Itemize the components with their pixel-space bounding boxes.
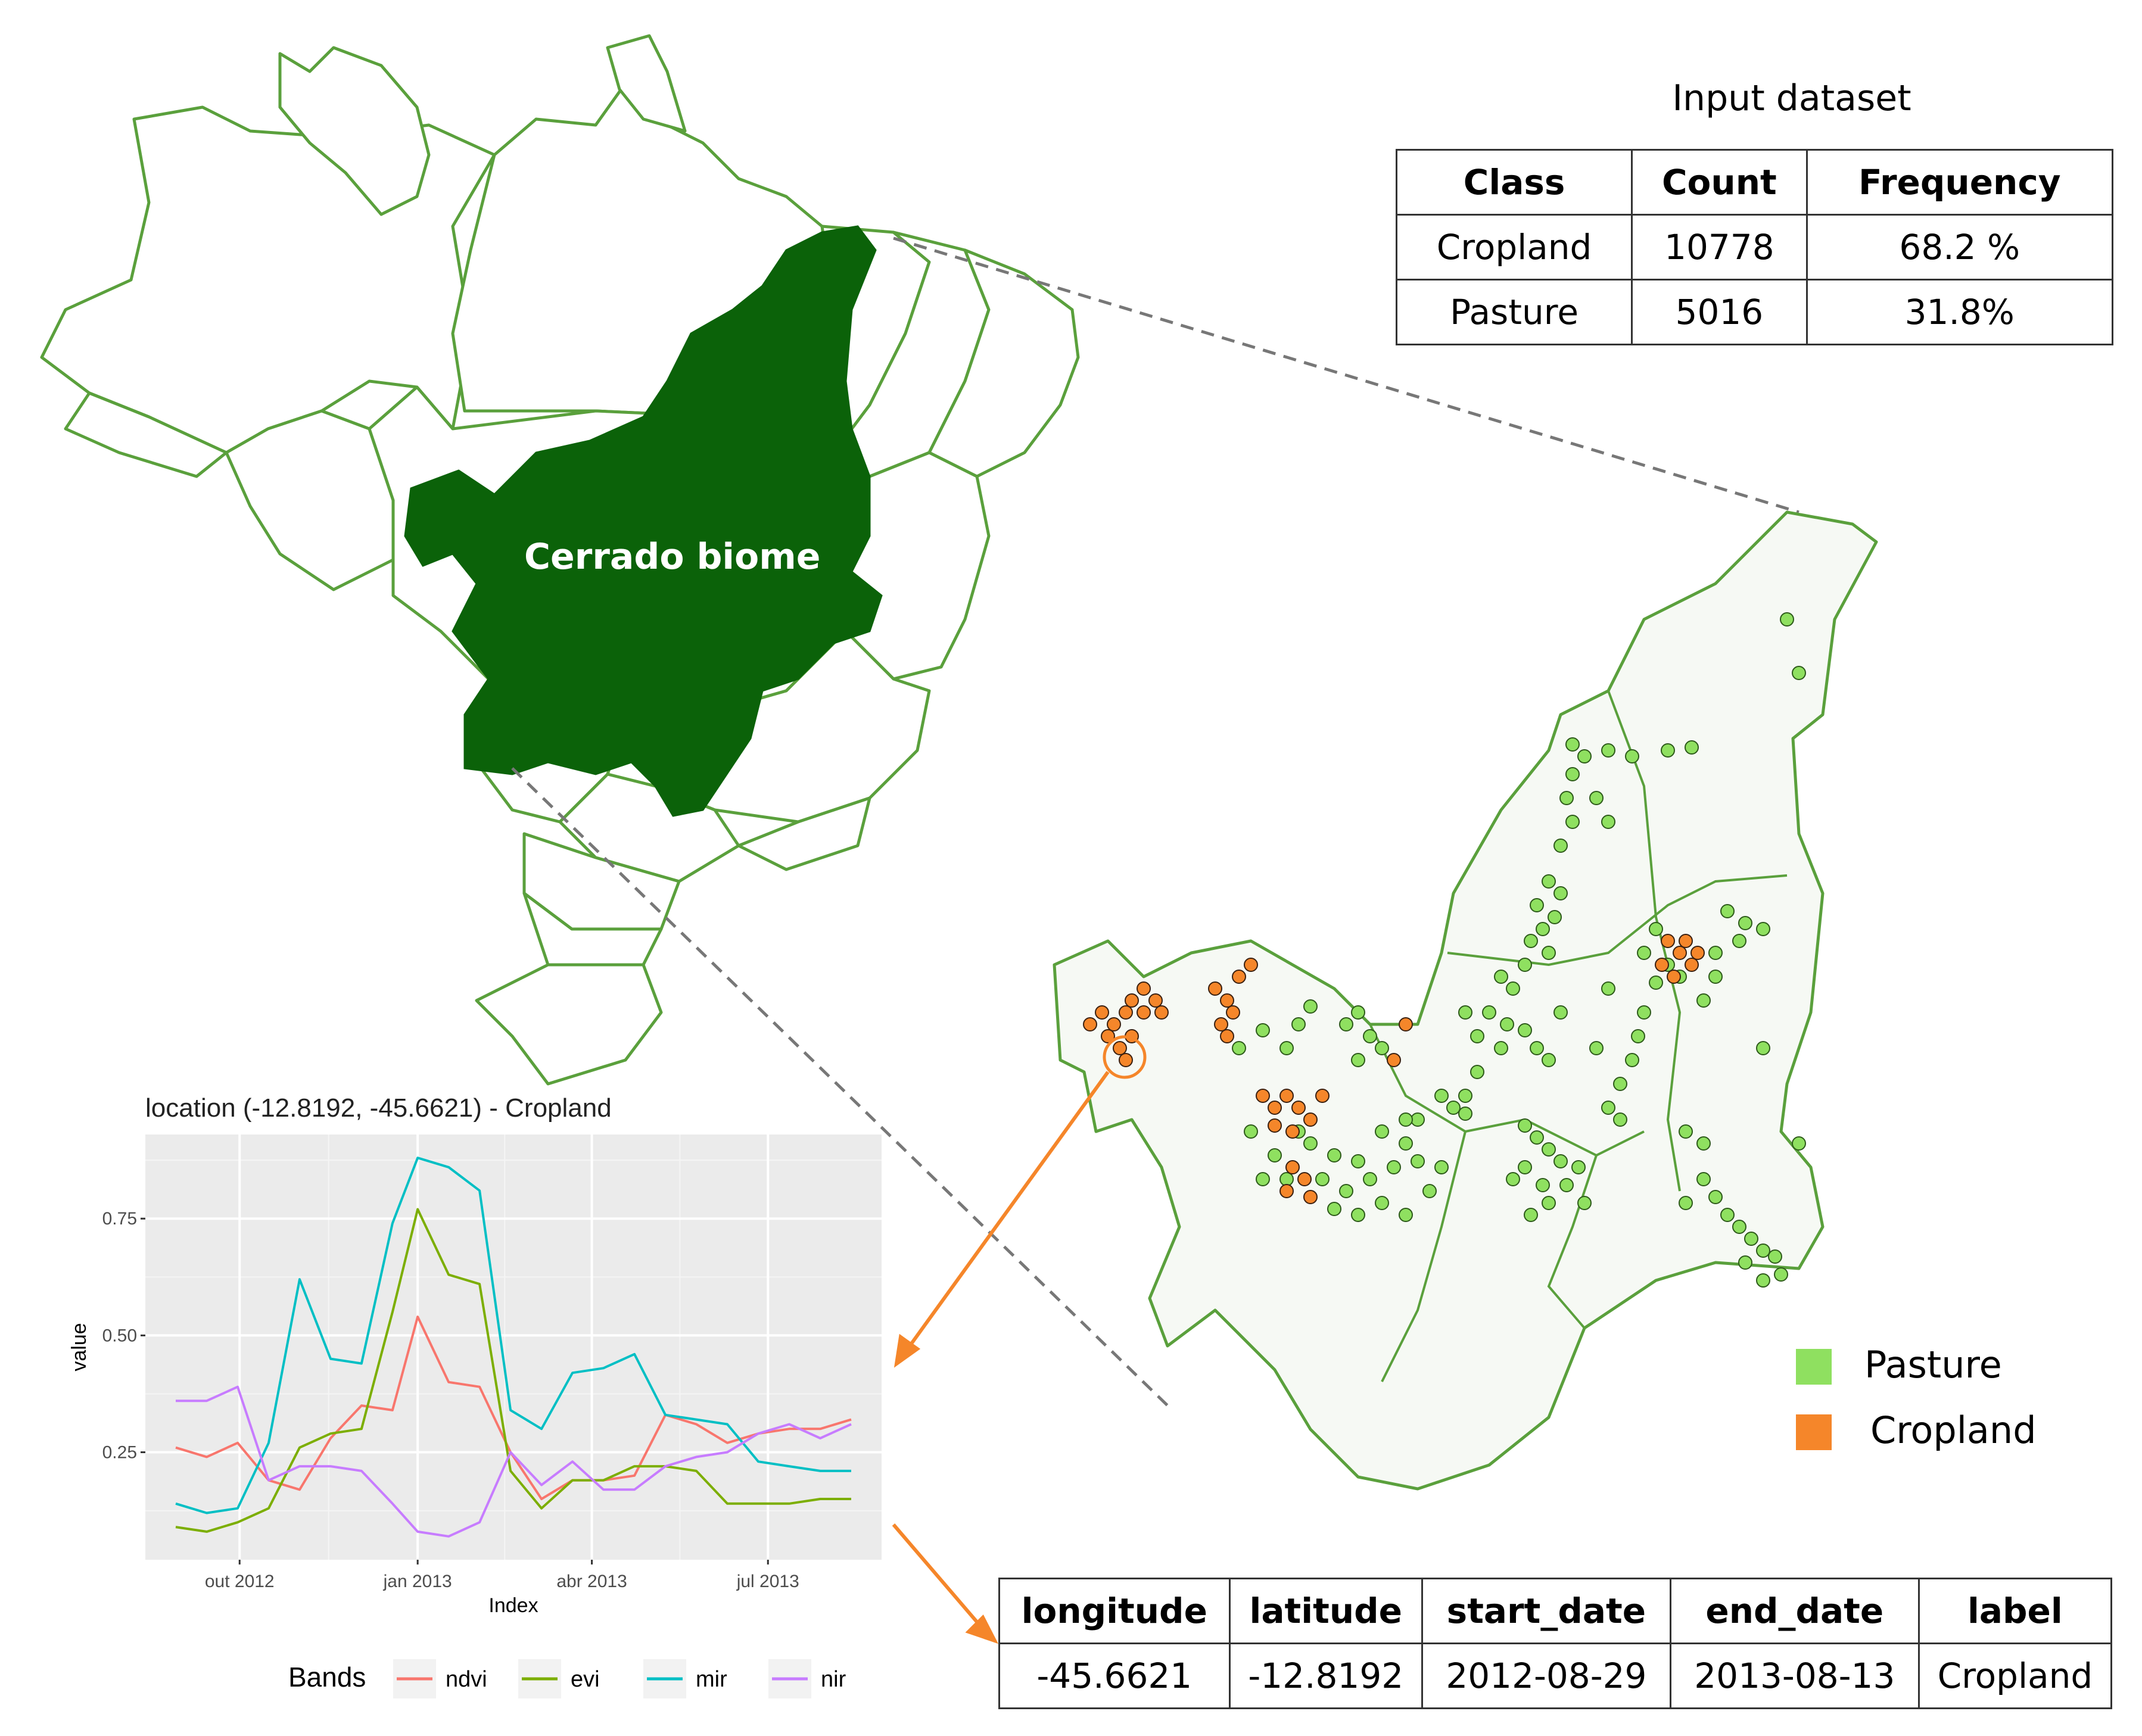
cell-longitude: -45.6621: [998, 1643, 1231, 1709]
biome-label: Cerrado biome: [524, 536, 821, 578]
header-latitude: latitude: [1228, 1578, 1423, 1644]
cell-end-date: 2013-08-13: [1669, 1643, 1920, 1709]
header-count: Count: [1631, 149, 1808, 216]
header-longitude: longitude: [998, 1578, 1231, 1644]
cell-frequency: 68.2 %: [1805, 214, 2114, 280]
legend-swatch-cropland: [1796, 1414, 1832, 1450]
input-dataset-table: Class Count Frequency Cropland 10778 68.…: [1395, 149, 2114, 345]
state-rio-grande-sul: [475, 963, 663, 1086]
zoomed-cerrado-outline: [1053, 510, 1878, 1491]
state-roraima: [278, 46, 431, 216]
cerrado-biome-shape: [404, 225, 883, 817]
cropland-points: [1083, 934, 1705, 1204]
cell-label: Cropland: [1917, 1643, 2113, 1709]
table-row: -45.6621 -12.8192 2012-08-29 2013-08-13 …: [998, 1643, 2113, 1709]
state-rondonia: [225, 409, 395, 591]
cell-frequency: 31.8%: [1805, 279, 2114, 345]
header-frequency: Frequency: [1805, 149, 2114, 216]
state-santa-catarina: [522, 892, 663, 967]
callout-arrows: [892, 1071, 1110, 1644]
chart-title: location (-12.8192, -45.6621) - Cropland: [145, 1093, 612, 1123]
table-row: Cropland 10778 68.2 %: [1395, 214, 2114, 280]
state-northeast: [927, 248, 1080, 478]
input-dataset-title: Input dataset: [1672, 77, 1911, 119]
table-row: Pasture 5016 31.8%: [1395, 279, 2114, 345]
header-class: Class: [1395, 149, 1633, 216]
legend-label-cropland: Cropland: [1870, 1408, 2037, 1452]
state-acre: [64, 391, 228, 478]
table-header-row: Class Count Frequency: [1395, 149, 2114, 216]
cell-latitude: -12.8192: [1228, 1643, 1423, 1709]
state-rj-es: [737, 796, 871, 871]
legend-swatch-pasture: [1796, 1349, 1832, 1385]
table-header-row: longitude latitude start_date end_date l…: [998, 1578, 2113, 1644]
sample-table: longitude latitude start_date end_date l…: [998, 1578, 2113, 1709]
state-amapa: [606, 34, 687, 133]
cell-class: Cropland: [1395, 214, 1633, 280]
header-end-date: end_date: [1669, 1578, 1920, 1644]
selected-sample-marker: [1103, 1035, 1147, 1079]
cell-count: 10778: [1631, 214, 1808, 280]
pasture-points: [1232, 612, 1806, 1288]
header-start-date: start_date: [1421, 1578, 1671, 1644]
header-label: label: [1917, 1578, 2113, 1644]
cell-class: Pasture: [1395, 279, 1633, 345]
cell-count: 5016: [1631, 279, 1808, 345]
cell-start-date: 2012-08-29: [1421, 1643, 1671, 1709]
zoom-connector-lines: [511, 236, 1799, 1407]
legend-label-pasture: Pasture: [1864, 1343, 2002, 1386]
